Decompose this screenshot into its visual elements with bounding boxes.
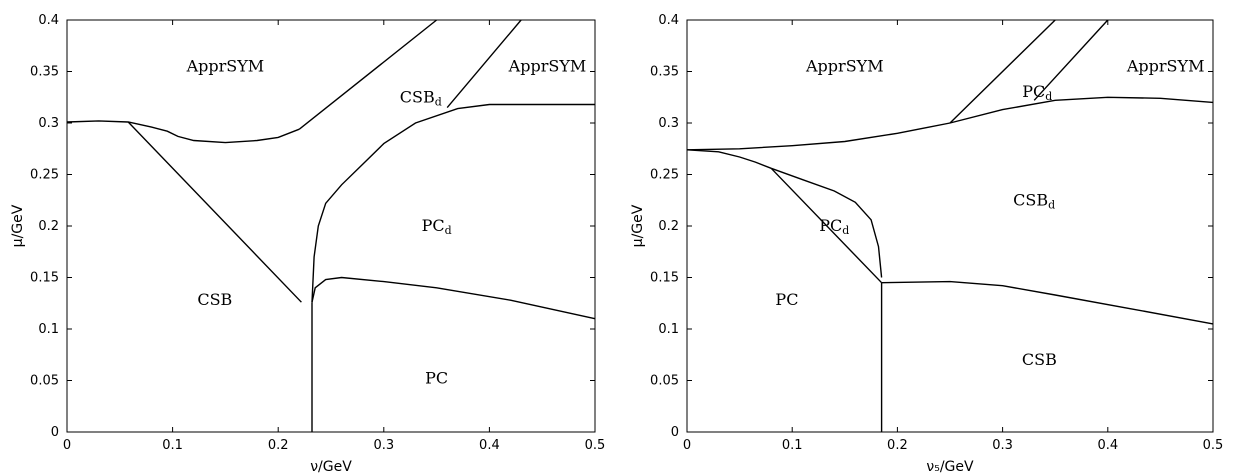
- region-label-subscript: d: [842, 224, 849, 237]
- y-tick-label: 0: [671, 425, 679, 440]
- region-label: PC: [425, 368, 448, 387]
- region-label: ApprSYM: [186, 56, 265, 75]
- y-axis-label: μ/GeV: [630, 204, 646, 247]
- phase-boundary-2: [298, 19, 438, 130]
- y-tick-label: 0.35: [650, 65, 679, 80]
- x-tick-label: 0.2: [268, 438, 289, 453]
- x-tick-label: 0.1: [782, 438, 803, 453]
- phase-boundary-1: [66, 120, 300, 144]
- y-tick-label: 0.3: [38, 116, 59, 131]
- region-label: ApprSYM: [1126, 56, 1205, 75]
- region-label-main: CSB: [197, 290, 232, 309]
- y-tick-label: 0.1: [658, 322, 679, 337]
- x-tick-label: 0.3: [992, 438, 1013, 453]
- x-tick-label: 0.1: [162, 438, 183, 453]
- region-label-subscript: d: [435, 95, 442, 108]
- y-tick-label: 0.4: [38, 13, 59, 28]
- region-label: PC: [775, 290, 798, 309]
- x-tick-label: 0.2: [887, 438, 908, 453]
- y-tick-label: 0.05: [30, 374, 59, 389]
- region-label-main: PC: [425, 368, 448, 387]
- y-tick-label: 0.25: [650, 168, 679, 183]
- y-tick-label: 0.1: [38, 322, 59, 337]
- phase-boundary-8: [881, 280, 1214, 325]
- region-label: PCd: [1022, 82, 1052, 103]
- x-axis-label: ν₅/GeV: [926, 459, 974, 474]
- region-label: CSBd: [400, 87, 442, 108]
- region-label-main: PC: [422, 216, 445, 235]
- y-tick-label: 0.2: [658, 219, 679, 234]
- region-label-subscript: d: [445, 224, 452, 237]
- phase-boundary-6: [770, 167, 883, 284]
- chart-panel-2: 0 0.1 0.2 0.3 0.4 0.5 0 0.05 0.1 0.15 0.2 0.25 0.3 0.…: [630, 13, 1223, 474]
- region-label: CSB: [197, 290, 232, 309]
- region-label-main: CSB: [1022, 350, 1057, 369]
- phase-boundary-5: [311, 276, 596, 320]
- y-tick-label: 0.05: [650, 374, 679, 389]
- x-tick-label: 0.4: [1097, 438, 1118, 453]
- phase-boundary-7: [446, 19, 522, 109]
- region-label-subscript: d: [1048, 198, 1055, 211]
- x-axis-label: ν/GeV: [310, 459, 352, 474]
- region-label-subscript: d: [1045, 90, 1052, 103]
- x-tick-label: 0.5: [585, 438, 606, 453]
- region-label-main: CSB: [1013, 190, 1048, 209]
- phase-boundary-6: [311, 103, 595, 303]
- plot-frame: [66, 19, 596, 433]
- region-label: PCd: [819, 216, 849, 237]
- y-tick-label: 0: [51, 425, 59, 440]
- x-tick-label: 0.5: [1203, 438, 1224, 453]
- y-tick-label: 0.3: [658, 116, 679, 131]
- plot-frame: [686, 19, 1214, 433]
- region-label-main: ApprSYM: [805, 56, 884, 75]
- region-label: ApprSYM: [508, 56, 587, 75]
- chart-panel-1: 0 0.1 0.2 0.3 0.4 0.5 0 0.05 0.1 0.15 0.2 0.25 0.3 0.…: [10, 13, 605, 474]
- region-label-main: PC: [819, 216, 842, 235]
- x-tick-label: 0.3: [373, 438, 394, 453]
- phase-boundary-3: [1033, 19, 1109, 101]
- region-label-main: PC: [775, 290, 798, 309]
- x-tick-label: 0: [683, 438, 691, 453]
- y-tick-label: 0.4: [658, 13, 679, 28]
- x-tick-label: 0.4: [479, 438, 500, 453]
- phase-boundary-3: [127, 121, 302, 303]
- region-label-main: ApprSYM: [186, 56, 265, 75]
- region-label: ApprSYM: [805, 56, 884, 75]
- region-label-main: PC: [1022, 82, 1045, 101]
- region-label: PCd: [422, 216, 452, 237]
- region-label-main: CSB: [400, 87, 435, 106]
- y-tick-label: 0.35: [30, 65, 59, 80]
- region-label: CSBd: [1013, 190, 1055, 211]
- region-label-main: ApprSYM: [1126, 56, 1205, 75]
- phase-boundary-4: [686, 149, 772, 169]
- x-tick-label: 0: [63, 438, 71, 453]
- y-tick-label: 0.25: [30, 168, 59, 183]
- phase-boundary-1: [686, 96, 1214, 151]
- region-label: CSB: [1022, 350, 1057, 369]
- region-label-main: ApprSYM: [508, 56, 587, 75]
- y-tick-label: 0.2: [38, 219, 59, 234]
- phase-boundary-2: [949, 19, 1056, 124]
- y-tick-label: 0.15: [650, 271, 679, 286]
- y-axis-label: μ/GeV: [10, 204, 26, 247]
- phase-boundary-5: [770, 167, 883, 278]
- y-tick-label: 0.15: [30, 271, 59, 286]
